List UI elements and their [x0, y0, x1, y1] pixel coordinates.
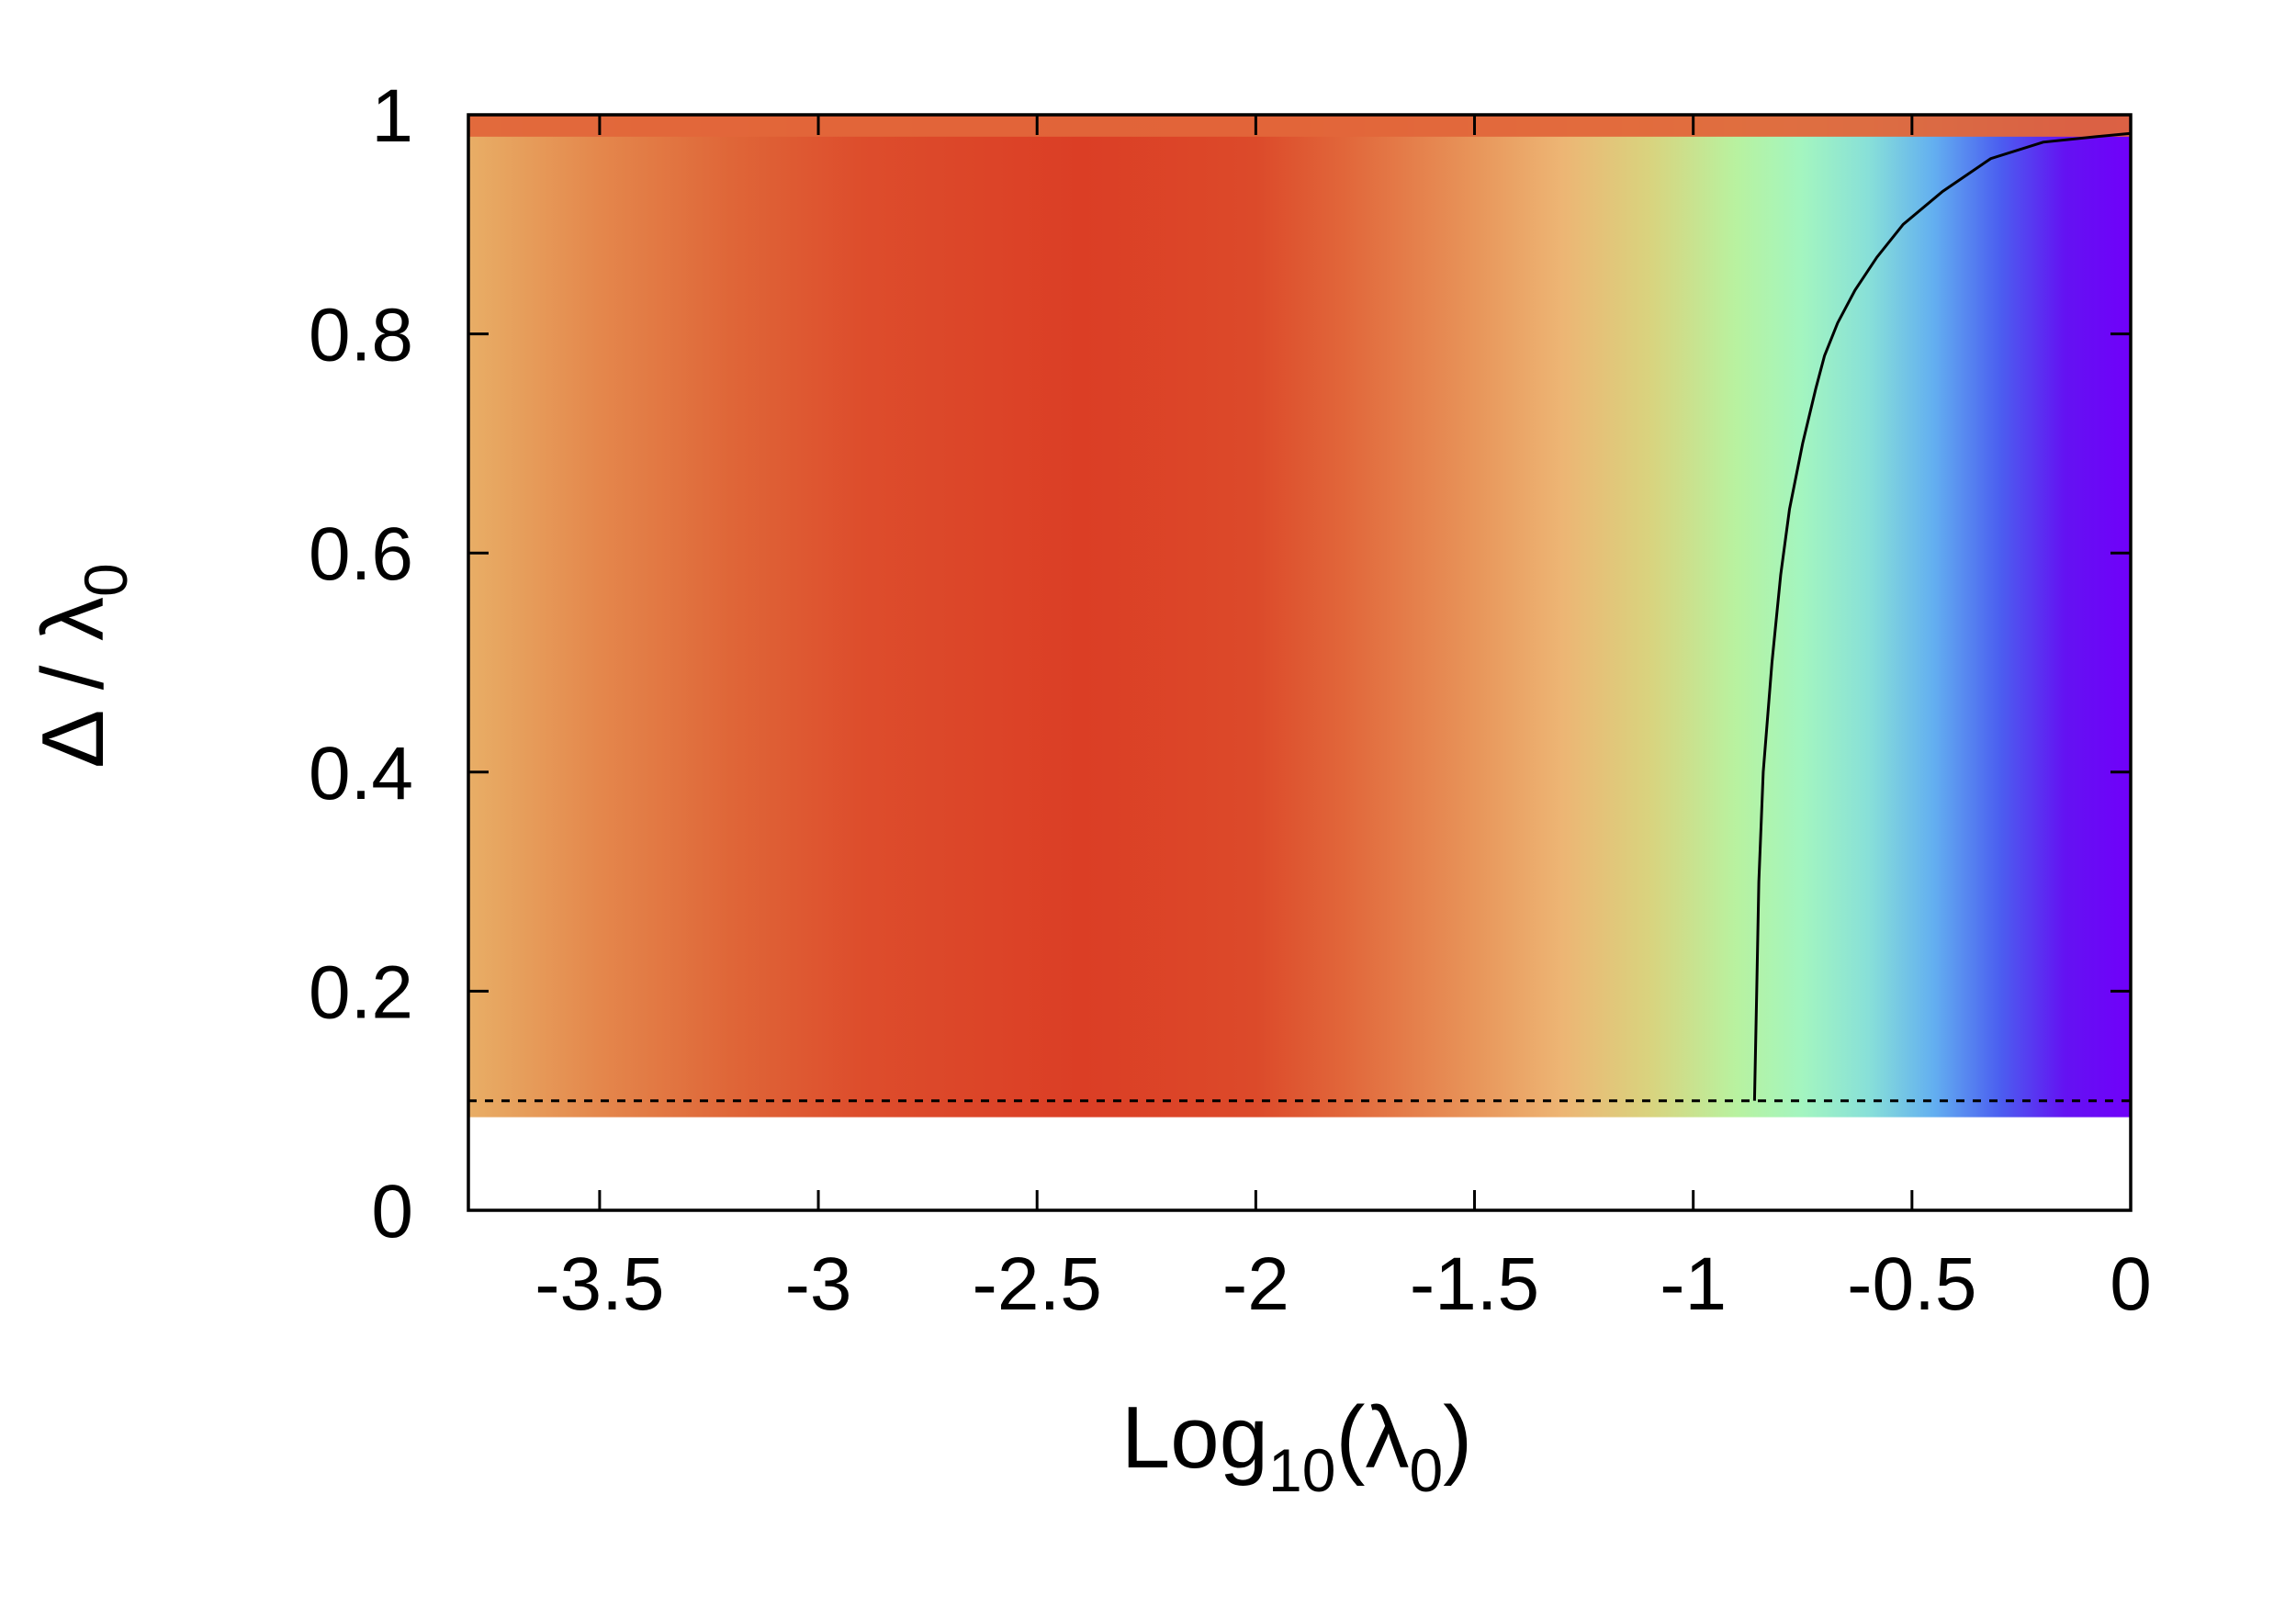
- axis-ticks: [468, 113, 2133, 1212]
- plot-frame: [467, 113, 2133, 1212]
- tick-labels: -3.5 -3 -2.5 -2 -1.5 -1 -0.5 0 0 0.2 0.4 0.6 0.8 1: [309, 74, 2152, 1326]
- x-axis-label: Log10(λ0): [1121, 1388, 1472, 1504]
- y-axis-label: Δ / λ0: [24, 563, 140, 769]
- x-tick-label: -3: [785, 1242, 852, 1326]
- boundary-curve: [1752, 131, 2132, 1101]
- plot-area: [467, 113, 2133, 1212]
- x-tick-label: -1.5: [1410, 1242, 1539, 1326]
- x-tick-label: -2: [1222, 1242, 1289, 1326]
- x-tick-label: -1: [1660, 1242, 1727, 1326]
- x-tick-label: 0: [2110, 1242, 2152, 1326]
- heatmap-region: [468, 115, 2131, 1118]
- x-tick-label: -2.5: [973, 1242, 1102, 1326]
- y-tick-label: 0.4: [309, 732, 413, 815]
- y-tick-label: 0.2: [309, 950, 413, 1034]
- y-tick-label: 0: [371, 1170, 413, 1253]
- y-tick-label: 0.6: [309, 512, 413, 596]
- y-tick-label: 0.8: [309, 294, 413, 377]
- x-tick-label: -0.5: [1847, 1242, 1976, 1326]
- heatmap-top-band: [468, 115, 2131, 137]
- x-tick-label: -3.5: [535, 1242, 664, 1326]
- y-tick-label: 1: [371, 74, 413, 158]
